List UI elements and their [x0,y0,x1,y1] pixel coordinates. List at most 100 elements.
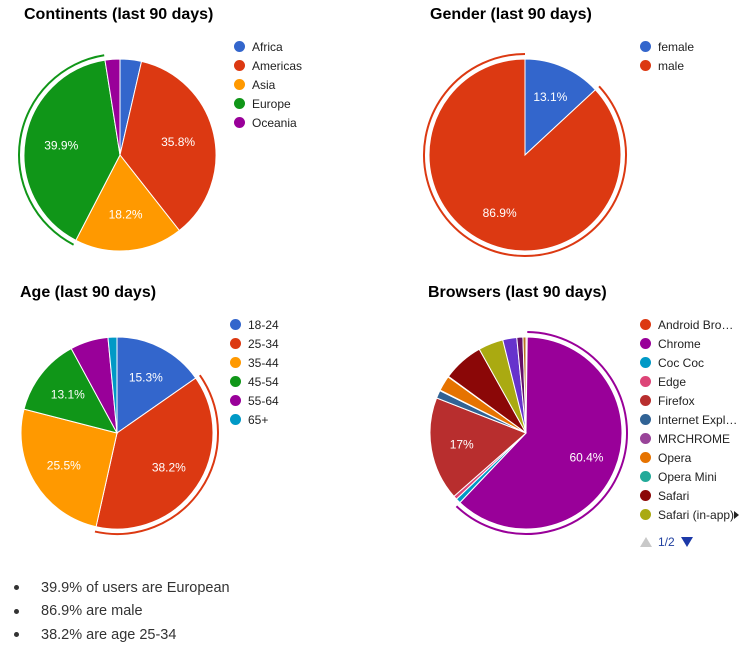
slice-label: 35.8% [161,135,195,149]
legend-swatch-icon [640,357,651,368]
legend-item-android-bro[interactable]: Android Bro… [640,315,737,334]
continents-pie[interactable]: 35.8% 18.2% 39.9% [0,0,240,260]
pie-slice-65[interactable] [107,336,118,434]
legend-item-edge[interactable]: Edge [640,372,737,391]
legend-label: Safari [658,488,690,503]
age-pie[interactable]: 15.3% 38.2% 25.5% 13.1% [0,0,240,560]
legend-swatch-icon [640,414,651,425]
legend-label: Chrome [658,336,701,351]
legend-item-opera[interactable]: Opera [640,448,737,467]
legend-swatch-icon [234,41,245,52]
legend-swatch-icon [234,79,245,90]
pie-slice-firefox[interactable] [429,397,527,498]
legend-label: female [658,39,695,54]
legend-item-asia[interactable]: Asia [234,75,302,94]
legend-swatch-icon [640,338,651,349]
legend-swatch-icon [640,433,651,444]
legend-swatch-icon [230,319,241,330]
summary-list: 39.9% of users are European 86.9% are ma… [14,576,230,647]
legend-item-coc-coc[interactable]: Coc Coc [640,353,737,372]
pie-slice-chrome[interactable] [459,336,623,530]
legend-label: 35-44 [248,355,279,370]
legend-item-oceania[interactable]: Oceania [234,113,302,132]
legend-item-africa[interactable]: Africa [234,37,302,56]
pie-slice-female[interactable] [524,58,597,157]
pie-slice-asia[interactable] [75,154,181,252]
pie-slice-25-34[interactable] [95,377,214,530]
slice-label: 60.4% [569,451,603,465]
legend-item-45-54[interactable]: 45-54 [230,372,279,391]
legend-item-firefox[interactable]: Firefox [640,391,737,410]
gender-legend: female male [640,37,694,75]
legend-label: 65+ [248,412,269,427]
legend-item-europe[interactable]: Europe [234,94,302,113]
legend-label: 25-34 [248,336,279,351]
pager-prev-icon[interactable] [640,537,652,547]
pie-slice-americas[interactable] [119,60,217,232]
legend-swatch-icon [234,98,245,109]
legend-swatch-icon [234,117,245,128]
legend-item-female[interactable]: female [640,37,694,56]
legend-label: Opera Mini [658,469,717,484]
slice-label: 39.9% [44,139,78,153]
pie-slice-male[interactable] [428,58,622,252]
legend-label: 55-64 [248,393,279,408]
legend-item-opera-mini[interactable]: Opera Mini [640,467,737,486]
pie-slice-35-44[interactable] [20,408,118,528]
pie-slice-18-24[interactable] [116,336,197,434]
pie-slice-oceania[interactable] [104,58,121,156]
legend-swatch-icon [640,452,651,463]
legend-label: Opera [658,450,692,465]
legend-label: Oceania [252,115,297,130]
legend-swatch-icon [230,395,241,406]
browsers-pie[interactable]: 60.4% 17% [0,0,746,560]
legend-swatch-icon [640,376,651,387]
pie-slice-other-c[interactable] [522,336,527,434]
legend-item-25-34[interactable]: 25-34 [230,334,279,353]
legend-swatch-icon [234,60,245,71]
gender-pie[interactable]: 13.1% 86.9% [0,0,746,270]
highlight-ring [455,331,628,535]
browsers-legend: Android Bro… Chrome Coc Coc Edge Firefox Inte… [640,315,737,524]
legend-label: Safari (in-app) [658,507,735,522]
highlight-ring [94,374,219,535]
legend-label: 18-24 [248,317,279,332]
highlight-ring [18,54,105,246]
slice-label: 86.9% [483,206,517,220]
summary-item: 86.9% are male [14,600,230,624]
slice-label: 13.1% [533,90,567,104]
legend-item-americas[interactable]: Americas [234,56,302,75]
legend-label: Android Bro… [658,317,734,332]
legend-item-safari[interactable]: Safari [640,486,737,505]
legend-swatch-icon [640,60,651,71]
legend-label: Firefox [658,393,695,408]
legend-item-55-64[interactable]: 55-64 [230,391,279,410]
highlight-ring [423,53,627,257]
legend-item-safari-in-app[interactable]: Safari (in-app) [640,505,737,524]
legend-swatch-icon [640,41,651,52]
legend-label: Asia [252,77,276,92]
legend-item-internet-expl[interactable]: Internet Expl… [640,410,737,429]
continents-chart-title: Continents (last 90 days) [24,6,214,23]
legend-label: Africa [252,39,283,54]
pie-slice-45-54[interactable] [23,347,118,434]
legend-item-chrome[interactable]: Chrome [640,334,737,353]
bullet-icon [14,585,19,591]
legend-label: Edge [658,374,687,389]
legend-swatch-icon [640,319,651,330]
legend-label: Internet Expl… [658,412,738,427]
pager-next-icon[interactable] [680,537,693,547]
browsers-chart-title: Browsers (last 90 days) [428,284,607,301]
slice-label: 38.2% [152,461,186,475]
slice-label: 25.5% [47,459,81,473]
legend-item-35-44[interactable]: 35-44 [230,353,279,372]
legend-label: Americas [252,58,303,73]
legend-overflow-arrow-icon [734,511,739,519]
legend-item-male[interactable]: male [640,56,694,75]
slice-label: 18.2% [109,207,143,221]
legend-item-mrchrome[interactable]: MRCHROME [640,429,737,448]
legend-item-18-24[interactable]: 18-24 [230,315,279,334]
legend-item-65[interactable]: 65+ [230,410,279,429]
pie-slice-europe[interactable] [23,59,121,241]
gender-chart-title: Gender (last 90 days) [430,6,592,23]
